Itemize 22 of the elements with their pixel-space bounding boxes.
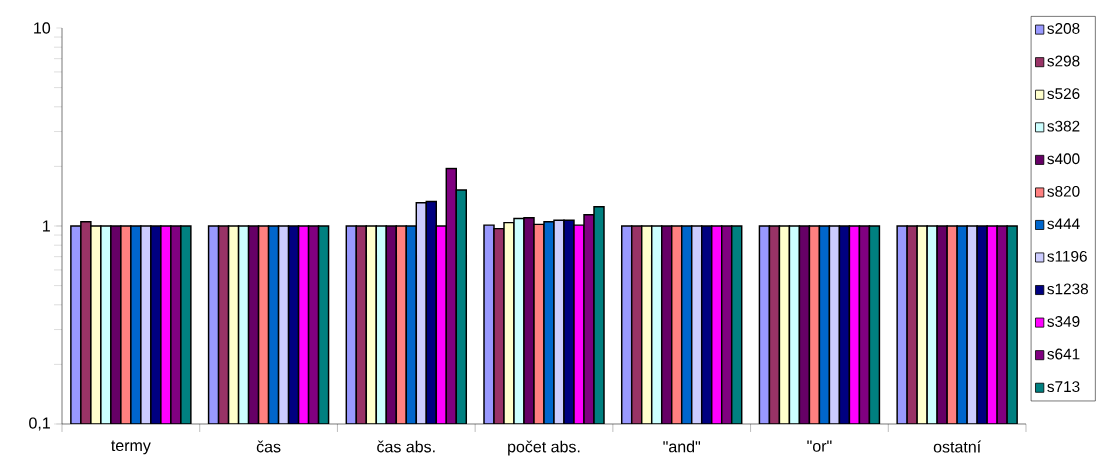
- x-tick-label: čas abs.: [377, 440, 435, 453]
- legend-label: s1238: [1047, 283, 1088, 295]
- x-tick-label: "and": [663, 440, 701, 453]
- legend-label: s349: [1047, 316, 1080, 327]
- legend-label: s400: [1047, 153, 1080, 165]
- y-tick-label: 10: [34, 22, 51, 34]
- legend-label: s208: [1047, 23, 1080, 34]
- legend-label: s444: [1047, 218, 1080, 230]
- legend-label: s298: [1047, 55, 1080, 67]
- x-tick-label: počet abs.: [508, 440, 580, 456]
- legend-label: s713: [1047, 381, 1080, 393]
- y-tick-label: 1: [43, 220, 50, 232]
- legend-label: s526: [1047, 88, 1080, 100]
- x-tick-label: termy: [111, 440, 151, 455]
- legend-label: s641: [1047, 348, 1080, 360]
- legend-label: s382: [1047, 120, 1080, 132]
- y-tick-label: 0,1: [29, 417, 50, 431]
- x-tick-label: čas: [256, 440, 281, 453]
- legend-label: s1196: [1047, 250, 1087, 262]
- x-tick-label: "or": [807, 440, 832, 452]
- legend-label: s820: [1047, 185, 1080, 197]
- x-tick-label: ostatní: [933, 440, 982, 453]
